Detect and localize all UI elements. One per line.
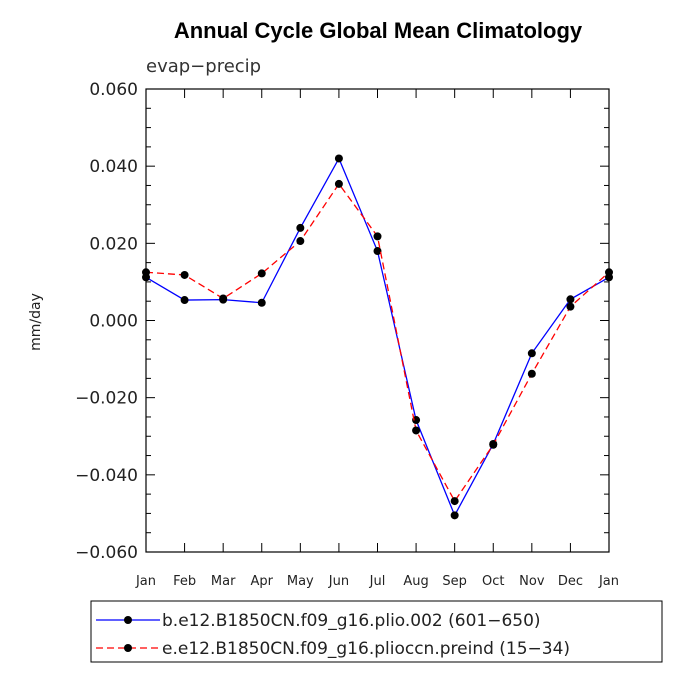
series-1-point [180,296,189,305]
x-tick-label: Mar [211,574,236,589]
axis-ticks: 0.060 0.040 0.020 0.000 −0.020 −0.040 −0.060 Ja… [75,80,619,589]
legend-box [90,600,663,663]
legend: b.e12.B1850CN.f09_g16.plio.002 (601−650)… [90,600,663,663]
y-tick-label: −0.020 [75,389,138,409]
series-2-point [489,440,498,449]
x-tick-label: Jan [135,574,156,589]
legend-label-1: b.e12.B1850CN.f09_g16.plio.002 (601−650) [162,611,541,631]
chart-subtitle: evap−precip [146,56,261,77]
data-series [142,154,613,520]
legend-swatch-marker-1 [124,616,132,624]
plot-area-border [145,88,610,553]
series-1-line [145,156,610,517]
y-tick-label: 0.040 [89,157,138,177]
series-2-point [334,179,343,188]
x-tick-label: Jan [598,574,619,589]
series-1-point [257,298,266,307]
x-tick-label: May [287,574,314,589]
series-2-point [373,232,382,241]
x-tick-label: Jul [369,574,386,589]
x-tick-label: Feb [173,574,196,589]
y-axis-label: mm/day [28,293,44,351]
series-1 [142,154,613,520]
y-tick-label: −0.040 [75,466,138,486]
x-tick-label: Oct [482,574,504,589]
x-tick-label: Jun [328,574,349,589]
y-tick-label: −0.060 [75,543,138,563]
series-1-point [566,295,575,304]
series-1-point [450,511,459,520]
y-tick-label: 0.020 [89,234,138,254]
x-tick-label: Nov [519,574,545,589]
series-2-point [257,269,266,278]
series-1-point [527,349,536,358]
series-2-point [527,369,536,378]
legend-swatch-marker-2 [124,644,132,652]
x-tick-label: Sep [442,574,467,589]
series-2-point [180,270,189,279]
series-2-point [412,426,421,435]
series-1-point [296,223,305,232]
series-1-point [373,247,382,256]
x-tick-label: Dec [558,574,583,589]
chart-title: Annual Cycle Global Mean Climatology [174,18,583,43]
x-tick-label: Apr [251,574,274,589]
y-tick-label: 0.000 [89,312,138,332]
series-2-point [142,268,150,277]
x-tick-label: Aug [403,574,428,589]
series-2 [142,179,613,506]
series-2-point [450,497,459,506]
series-2-point [219,294,228,303]
series-2-point [296,237,305,246]
y-tick-label: 0.060 [89,80,138,100]
series-1-point [334,154,343,163]
series-2-point [605,268,613,277]
series-2-point [566,302,575,311]
legend-label-2: e.e12.B1850CN.f09_g16.plioccn.preind (15… [162,639,570,659]
